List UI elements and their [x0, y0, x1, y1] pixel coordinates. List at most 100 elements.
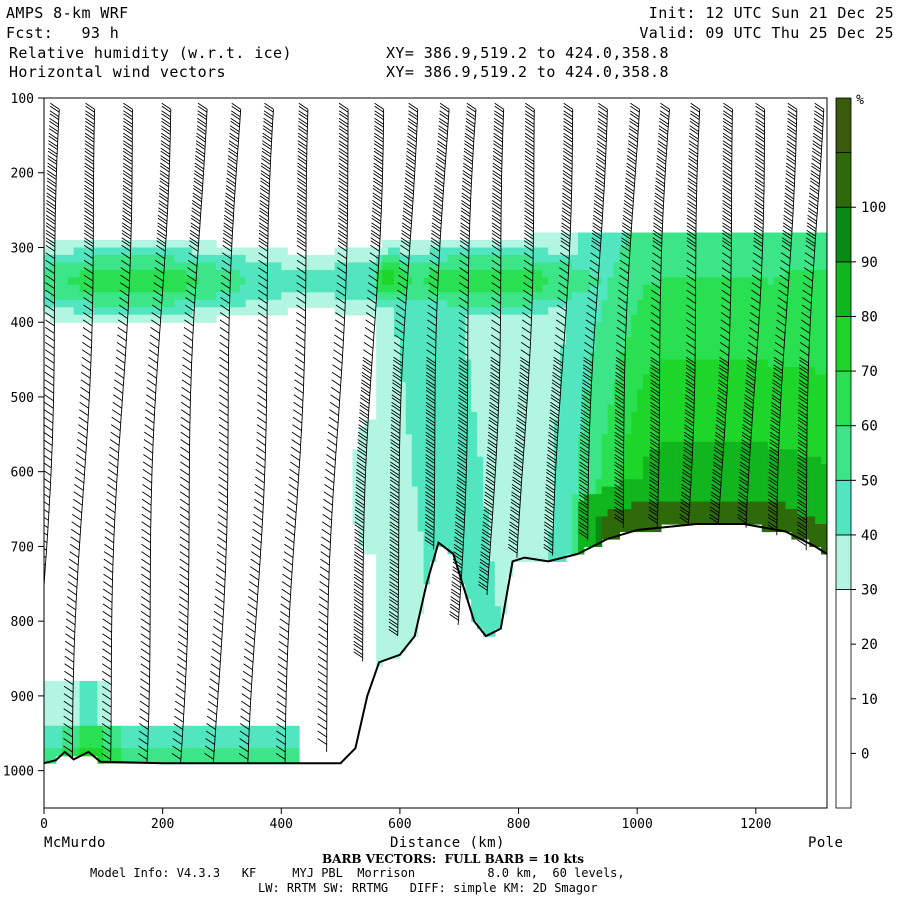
rh-cell: [619, 516, 626, 525]
rh-cell: [779, 254, 786, 263]
rh-cell: [382, 486, 389, 495]
rh-cell: [637, 367, 644, 376]
rh-cell: [637, 516, 644, 525]
rh-cell: [761, 322, 769, 331]
rh-cell: [73, 292, 81, 301]
rh-cell: [803, 337, 810, 346]
rh-cell: [257, 247, 264, 256]
rh-cell: [281, 307, 288, 316]
rh-cell: [512, 247, 520, 256]
rh-cell: [150, 725, 158, 734]
rh-cell: [281, 269, 288, 278]
rh-cell: [678, 486, 686, 495]
rh-cell: [554, 516, 561, 525]
rh-cell: [394, 583, 401, 592]
rh-cell: [370, 494, 377, 503]
rh-cell: [328, 299, 336, 308]
rh-cell: [767, 434, 775, 443]
rh-cell: [749, 516, 757, 525]
rh-cell: [773, 374, 781, 383]
rh-cell: [577, 269, 585, 278]
rh-cell: [720, 479, 727, 488]
rh-cell: [566, 538, 573, 547]
rh-cell: [560, 382, 567, 391]
rh-cell: [358, 524, 365, 533]
rh-cell: [672, 232, 680, 241]
rh-cell: [714, 314, 721, 323]
rh-cell: [471, 240, 478, 249]
rh-cell: [55, 307, 63, 316]
rh-cell: [690, 516, 698, 525]
rh-cell: [186, 314, 193, 323]
rh-cell: [738, 434, 745, 443]
rh-cell: [281, 299, 288, 308]
rh-cell: [548, 367, 555, 376]
rh-cell: [411, 471, 419, 480]
rh-cell: [281, 733, 288, 742]
rh-cell: [488, 576, 496, 585]
rh-cell: [749, 277, 757, 286]
rh-cell: [150, 240, 158, 249]
rh-cell: [411, 494, 419, 503]
rh-cell: [655, 262, 662, 271]
rh-cell: [500, 292, 508, 301]
rh-cell: [405, 583, 413, 592]
rh-cell: [453, 254, 460, 263]
rh-cell: [708, 314, 715, 323]
rh-cell: [773, 426, 781, 435]
rh-cell: [275, 262, 282, 271]
rh-cell: [91, 240, 98, 249]
rh-cell: [500, 598, 508, 607]
rh-cell: [672, 404, 680, 413]
rh-cell: [560, 531, 567, 540]
rh-cell: [560, 494, 567, 503]
rh-cell: [121, 262, 128, 271]
rh-cell: [637, 254, 644, 263]
rh-cell: [785, 479, 792, 488]
rh-cell: [726, 247, 733, 256]
rh-cell: [97, 725, 104, 734]
rh-cell: [494, 456, 502, 465]
rh-cell: [524, 441, 531, 450]
rh-cell: [678, 277, 686, 286]
rh-cell: [364, 538, 371, 547]
rh-cell: [821, 299, 827, 308]
rh-cell: [376, 307, 383, 316]
rh-cell: [465, 516, 472, 525]
rh-cell: [785, 486, 792, 495]
rh-cell: [821, 352, 827, 361]
rh-cell: [394, 531, 401, 540]
rh-cell: [512, 479, 520, 488]
rh-cell: [821, 337, 827, 346]
rh-cell: [382, 374, 389, 383]
rh-cell: [518, 247, 525, 256]
rh-cell: [702, 254, 709, 263]
rh-cell: [660, 367, 668, 376]
colorbar-segment: [835, 206, 852, 263]
rh-cell: [233, 269, 241, 278]
rh-cell: [376, 456, 383, 465]
rh-cell: [210, 740, 217, 749]
rh-cell: [530, 299, 537, 308]
rh-cell: [542, 531, 549, 540]
rh-cell: [376, 322, 383, 331]
rh-cell: [429, 329, 437, 338]
wind-barb-path: [101, 102, 133, 763]
rh-cell: [55, 277, 63, 286]
y-tick-label: 200: [11, 167, 34, 182]
rh-cell: [453, 374, 460, 383]
rh-cell: [162, 740, 170, 749]
rh-cell: [785, 247, 792, 256]
rh-cell: [388, 494, 395, 503]
rh-cell: [589, 411, 597, 420]
rh-cell: [666, 419, 674, 428]
rh-cell: [423, 441, 431, 450]
rh-cell: [702, 486, 709, 495]
rh-cell: [542, 553, 549, 562]
rh-cell: [815, 531, 822, 540]
rh-cell: [767, 359, 775, 368]
rh-cell: [388, 367, 395, 376]
rh-cell: [417, 247, 425, 256]
rh-cell: [637, 434, 644, 443]
rh-cell: [702, 411, 709, 420]
